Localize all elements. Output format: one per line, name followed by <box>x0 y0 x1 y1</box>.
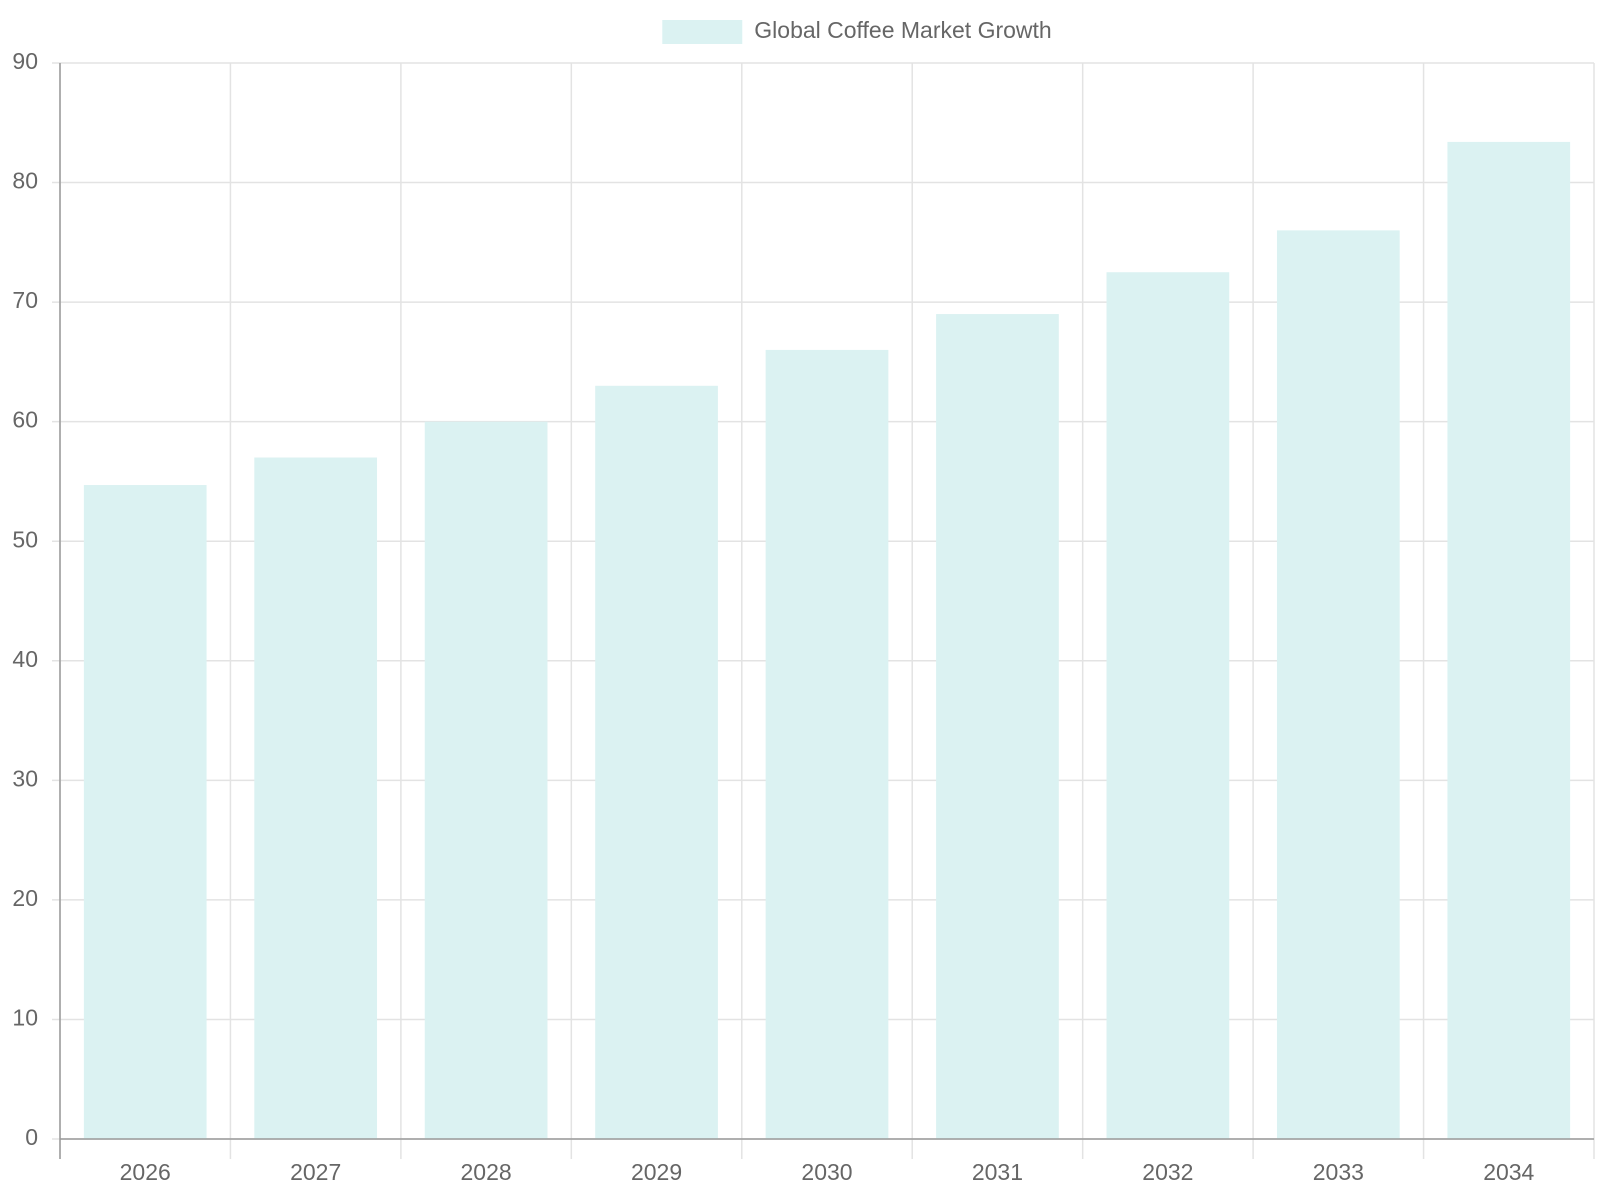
bar <box>936 314 1059 1140</box>
y-tick-label: 50 <box>12 526 38 552</box>
y-tick-label: 90 <box>12 48 38 74</box>
bar <box>595 385 718 1139</box>
bar <box>254 457 378 1139</box>
legend-label: Global Coffee Market Growth <box>754 17 1051 43</box>
bar <box>83 485 207 1139</box>
x-tick-label: 2027 <box>290 1159 341 1185</box>
y-tick-label: 10 <box>12 1005 38 1031</box>
x-tick-label: 2028 <box>461 1159 512 1185</box>
bar <box>424 421 548 1140</box>
x-tick-label: 2031 <box>972 1159 1023 1185</box>
bar <box>1276 230 1400 1139</box>
legend-swatch <box>662 20 743 44</box>
x-tick-label: 2033 <box>1313 1159 1364 1185</box>
bar <box>765 349 889 1139</box>
y-tick-label: 0 <box>25 1124 38 1150</box>
x-tick-label: 2032 <box>1142 1159 1193 1185</box>
x-tick-label: 2034 <box>1483 1159 1534 1185</box>
x-tick-label: 2029 <box>631 1159 682 1185</box>
x-tick-label: 2030 <box>801 1159 852 1185</box>
bar <box>1106 272 1230 1139</box>
y-tick-label: 80 <box>12 168 38 194</box>
y-tick-label: 40 <box>12 646 38 672</box>
y-tick-label: 60 <box>12 407 38 433</box>
x-tick-label: 2026 <box>120 1159 171 1185</box>
bar <box>1447 141 1571 1139</box>
y-tick-label: 20 <box>12 885 38 911</box>
y-tick-label: 30 <box>12 765 38 791</box>
y-tick-label: 70 <box>12 287 38 313</box>
